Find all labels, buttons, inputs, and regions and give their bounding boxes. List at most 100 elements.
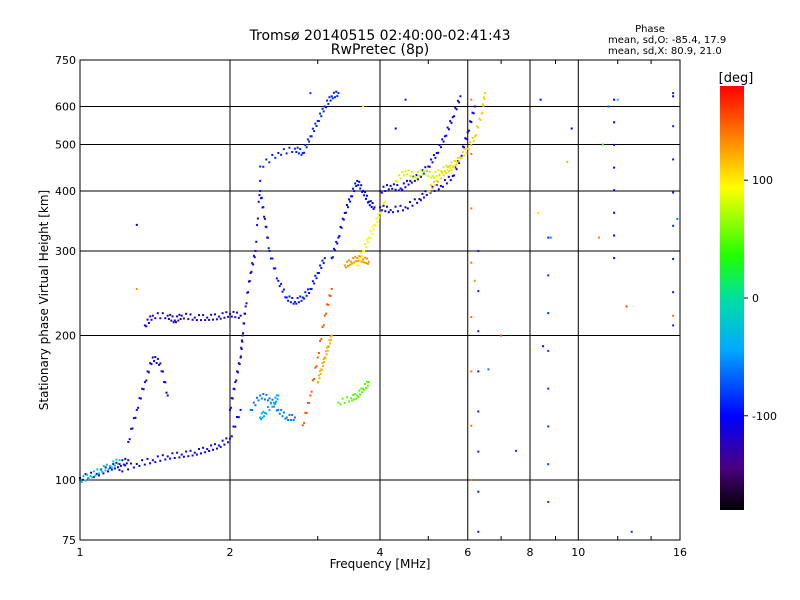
echo-point [500,334,503,337]
echo-point [297,301,300,304]
echo-point [164,317,167,320]
echo-point [173,319,176,322]
echo-point [386,184,388,187]
echo-point [359,259,362,262]
echo-point [482,104,485,107]
echo-point [428,190,431,193]
echo-point [299,148,302,151]
echo-point [256,224,259,227]
echo-point [326,99,329,102]
echo-point [473,105,476,108]
echo-point [424,173,427,176]
echo-point [442,174,445,177]
echo-point [102,472,105,475]
echo-point [170,319,173,322]
echo-point [259,165,262,168]
echo-point [348,259,350,262]
echo-point [277,394,280,397]
echo-point [324,357,327,360]
echo-point [200,452,202,455]
echo-point [355,397,358,400]
echo-point [301,424,304,427]
echo-point [387,188,390,191]
echo-point [193,451,196,454]
echo-point [547,425,550,428]
echo-point [86,473,88,476]
echo-point [335,90,338,93]
echo-point [277,408,280,411]
stats-heading: Phase [635,24,665,35]
echo-point [351,262,354,265]
echo-point [570,127,573,130]
echo-point [334,249,336,252]
echo-point [295,302,298,305]
echo-point [229,406,232,409]
echo-point [219,445,222,448]
echo-point [442,140,445,143]
echo-point [95,472,98,475]
echo-point [424,166,427,169]
echo-point [402,174,405,177]
echo-point [185,312,188,315]
echo-point [221,312,224,315]
echo-point [130,427,133,430]
echo-point [329,335,332,338]
echo-point [325,353,328,356]
echo-point [90,471,93,474]
echo-point [115,461,118,464]
echo-point [217,315,220,318]
echo-point [138,464,141,467]
echo-point [230,315,233,318]
echo-point [139,397,142,400]
echo-point [272,405,275,408]
echo-point [134,416,137,419]
echo-point [336,95,339,98]
echo-point [189,449,192,452]
echo-point [268,397,271,400]
echo-point [275,400,278,403]
echo-point [372,228,375,231]
echo-point [431,175,434,177]
echo-point [613,189,616,192]
echo-point [672,125,675,128]
echo-point [292,419,295,421]
data-layer [79,90,679,533]
echo-point [428,165,431,168]
echo-point [421,192,424,195]
echo-point [404,170,407,173]
echo-point [191,318,194,321]
echo-point [487,368,490,371]
echo-point [204,451,207,454]
echo-point [366,238,368,241]
echo-point [250,270,253,273]
y-tick-label: 400 [55,185,76,198]
echo-point [672,291,675,294]
echo-point [322,262,325,265]
echo-point [323,257,326,260]
echo-point [316,119,319,122]
echo-point [252,254,255,257]
echo-point [282,288,285,291]
echo-point [244,312,247,315]
echo-point [317,381,320,384]
echo-point [101,470,104,473]
echo-point [445,182,448,185]
echo-point [193,316,196,319]
echo-point [261,416,264,419]
echo-point [437,151,440,154]
echo-point [394,205,397,208]
echo-point [252,263,255,266]
echo-point [597,236,600,239]
echo-point [413,179,416,182]
echo-point [265,393,268,396]
echo-point [265,158,268,161]
echo-point [473,135,476,138]
echo-point [328,294,331,297]
echo-point [92,476,95,479]
echo-point [271,398,274,401]
echo-point [672,324,675,327]
echo-point [163,381,166,383]
echo-point [232,310,235,313]
echo-point [345,396,348,399]
echo-point [443,179,446,182]
